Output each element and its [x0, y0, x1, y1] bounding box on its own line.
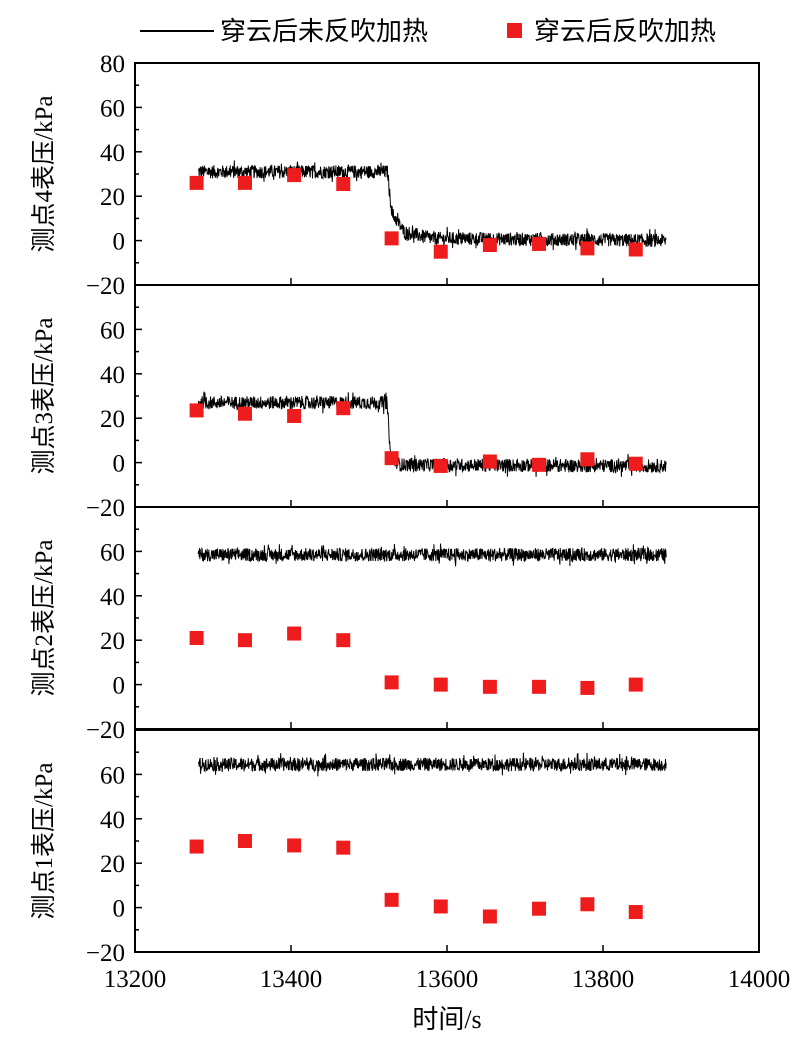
series-marker: [433, 458, 448, 473]
panel-4: −20 0 20 40 60 13200 13400 13600 13800 14000 测点1表压…: [30, 729, 791, 993]
y-tick-label: 20: [100, 184, 125, 211]
series-marker: [384, 231, 399, 246]
series-marker: [628, 456, 643, 471]
y-tick-label: 0: [113, 896, 126, 923]
series-marker: [482, 679, 497, 694]
series-marker: [580, 241, 595, 256]
series-line: [197, 160, 667, 251]
series-marker: [628, 905, 643, 920]
panel-3: −20 0 20 40 60 测点2表压/kPa: [30, 506, 760, 744]
series-marker: [189, 175, 204, 190]
plot-frame: [134, 284, 760, 508]
series-marker: [336, 176, 351, 191]
series-marker: [237, 633, 252, 648]
series-marker: [580, 452, 595, 467]
y-tick-label: −20: [86, 273, 125, 300]
series-marker: [287, 626, 302, 641]
y-tick-label: −20: [86, 717, 125, 744]
series-marker: [433, 244, 448, 259]
y-tick-label: 0: [113, 451, 126, 478]
series-marker: [336, 840, 351, 855]
y-tick-label: 60: [100, 95, 125, 122]
series-marker: [287, 408, 302, 423]
series-marker: [532, 679, 547, 694]
series-marker: [287, 838, 302, 853]
series-marker: [237, 175, 252, 190]
y-axis-label: 测点3表压/kPa: [30, 318, 58, 475]
y-axis-label: 测点2表压/kPa: [30, 540, 58, 697]
y-tick-label: 40: [100, 362, 125, 389]
series-marker: [189, 630, 204, 645]
legend-marker-swatch: [507, 23, 522, 38]
y-tick-label: 80: [100, 51, 125, 78]
y-axis-label: 测点1表压/kPa: [30, 763, 58, 920]
series-marker: [532, 236, 547, 251]
panel-1: −20 0 20 40 60 80 测点4表压/kPa: [30, 51, 760, 300]
y-tick-label: 60: [100, 762, 125, 789]
series-marker: [482, 909, 497, 924]
series-line: [197, 752, 667, 777]
x-tick-label: 13200: [104, 966, 167, 993]
series-marker: [287, 168, 302, 183]
y-tick-label: 60: [100, 539, 125, 566]
series-line: [197, 391, 667, 477]
y-tick-label: −20: [86, 495, 125, 522]
series-marker: [580, 897, 595, 912]
series-marker: [384, 675, 399, 690]
y-tick-label: 0: [113, 229, 126, 256]
y-tick-label: 0: [113, 673, 126, 700]
series-marker: [384, 892, 399, 907]
x-tick-label: 13400: [260, 966, 323, 993]
x-tick-label: 14000: [728, 966, 791, 993]
series-marker: [532, 901, 547, 916]
x-tick-label: 13800: [572, 966, 635, 993]
series-marker: [482, 454, 497, 469]
x-axis-label: 时间/s: [412, 1005, 481, 1034]
y-axis-label: 测点4表压/kPa: [30, 96, 58, 253]
y-tick-label: 40: [100, 140, 125, 167]
series-marker: [237, 406, 252, 421]
y-tick-label: 20: [100, 851, 125, 878]
legend-line-label: 穿云后未反吹加热: [220, 17, 428, 46]
y-tick-label: 60: [100, 317, 125, 344]
x-tick-label: 13600: [416, 966, 479, 993]
y-tick-label: 40: [100, 584, 125, 611]
legend-marker-label: 穿云后反吹加热: [534, 17, 716, 46]
series-marker: [628, 677, 643, 692]
series-marker: [189, 403, 204, 418]
series-marker: [433, 899, 448, 914]
series-marker: [433, 677, 448, 692]
panel-2: −20 0 20 40 60 测点3表压/kPa: [30, 284, 760, 522]
plot-frame: [134, 506, 760, 730]
series-marker: [532, 457, 547, 472]
y-tick-label: −20: [86, 940, 125, 967]
series-marker: [628, 242, 643, 257]
series-line: [197, 543, 667, 567]
legend: 穿云后未反吹加热 穿云后反吹加热: [140, 17, 716, 46]
series-marker: [237, 834, 252, 848]
series-marker: [336, 401, 351, 416]
y-tick-label: 20: [100, 628, 125, 655]
series-marker: [482, 238, 497, 253]
y-tick-label: 40: [100, 807, 125, 834]
y-tick-label: 20: [100, 406, 125, 433]
series-marker: [580, 680, 595, 695]
series-marker: [384, 451, 399, 466]
series-marker: [336, 633, 351, 648]
series-marker: [189, 839, 204, 854]
